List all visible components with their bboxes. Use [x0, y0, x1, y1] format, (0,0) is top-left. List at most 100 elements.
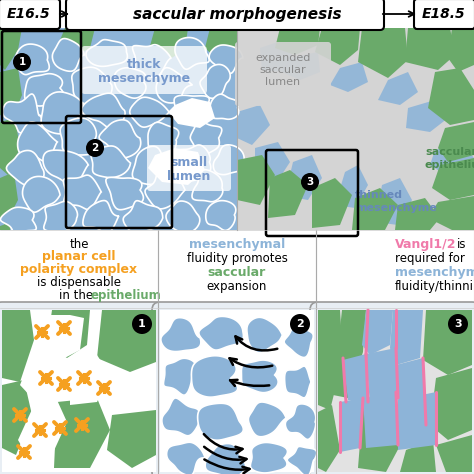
Polygon shape [358, 28, 408, 78]
Text: mesenchyme: mesenchyme [98, 72, 190, 84]
Polygon shape [316, 230, 474, 308]
Polygon shape [255, 142, 290, 185]
Polygon shape [237, 28, 474, 230]
Polygon shape [34, 315, 84, 362]
Polygon shape [358, 398, 403, 472]
Polygon shape [378, 72, 418, 105]
Polygon shape [145, 171, 185, 209]
Polygon shape [205, 28, 237, 62]
Polygon shape [148, 122, 179, 158]
Polygon shape [287, 447, 317, 474]
Polygon shape [198, 403, 243, 440]
Text: fluidity/thinning: fluidity/thinning [395, 280, 474, 293]
Polygon shape [448, 28, 474, 72]
Polygon shape [210, 94, 239, 119]
Text: in the: in the [59, 289, 93, 302]
Polygon shape [250, 442, 288, 473]
Text: mesenchyme: mesenchyme [355, 203, 437, 213]
Polygon shape [282, 52, 320, 80]
Text: the: the [69, 238, 89, 251]
Polygon shape [168, 98, 215, 128]
Polygon shape [200, 64, 230, 98]
Polygon shape [428, 68, 474, 125]
Polygon shape [0, 118, 20, 175]
Polygon shape [99, 120, 141, 158]
Polygon shape [398, 392, 436, 450]
Polygon shape [64, 175, 101, 210]
Polygon shape [114, 68, 146, 98]
Circle shape [448, 314, 468, 334]
Polygon shape [0, 28, 22, 70]
Polygon shape [366, 348, 398, 405]
Polygon shape [318, 310, 343, 410]
Polygon shape [363, 392, 398, 448]
Text: fluidity promotes: fluidity promotes [187, 252, 287, 265]
Polygon shape [395, 198, 440, 230]
Text: mesenchymal: mesenchymal [189, 238, 285, 251]
FancyBboxPatch shape [147, 145, 231, 191]
Polygon shape [362, 310, 393, 355]
Polygon shape [268, 170, 308, 218]
Polygon shape [0, 207, 36, 235]
FancyBboxPatch shape [81, 46, 207, 94]
Polygon shape [428, 196, 474, 230]
Polygon shape [7, 150, 44, 186]
Polygon shape [312, 178, 352, 228]
Text: 1: 1 [18, 57, 26, 67]
Polygon shape [3, 94, 43, 133]
Polygon shape [0, 230, 158, 308]
FancyBboxPatch shape [0, 0, 60, 29]
Polygon shape [209, 45, 243, 73]
Polygon shape [148, 148, 205, 185]
Text: 3: 3 [454, 319, 462, 329]
Polygon shape [423, 310, 472, 375]
Polygon shape [86, 40, 128, 66]
Polygon shape [330, 62, 368, 92]
Polygon shape [318, 310, 472, 472]
Polygon shape [284, 325, 313, 357]
Polygon shape [0, 0, 474, 28]
Text: is dispensable: is dispensable [37, 276, 121, 289]
Circle shape [86, 139, 104, 157]
Polygon shape [160, 310, 314, 472]
Polygon shape [335, 165, 368, 208]
Text: E16.5: E16.5 [7, 7, 51, 21]
Polygon shape [25, 73, 64, 106]
Polygon shape [333, 310, 366, 398]
Text: lumen: lumen [265, 77, 301, 87]
Polygon shape [0, 222, 12, 230]
Polygon shape [97, 310, 156, 372]
Text: 1: 1 [138, 319, 146, 329]
Polygon shape [130, 97, 169, 127]
Polygon shape [133, 45, 171, 77]
Text: planar cell: planar cell [42, 250, 116, 263]
Polygon shape [247, 317, 283, 353]
Text: required for: required for [395, 252, 465, 265]
Polygon shape [430, 368, 472, 440]
Polygon shape [436, 435, 472, 472]
Polygon shape [206, 201, 236, 230]
Polygon shape [400, 440, 436, 472]
Polygon shape [60, 118, 99, 155]
Text: epithelium: epithelium [425, 160, 474, 170]
Polygon shape [167, 442, 205, 474]
Polygon shape [199, 316, 244, 350]
Polygon shape [70, 355, 110, 405]
Text: thinned: thinned [355, 190, 403, 200]
Text: 2: 2 [91, 143, 99, 153]
Circle shape [301, 173, 319, 191]
Polygon shape [132, 146, 167, 184]
Polygon shape [162, 398, 201, 436]
Polygon shape [43, 150, 88, 185]
Text: thick: thick [127, 57, 161, 71]
Polygon shape [158, 230, 316, 308]
Polygon shape [430, 143, 474, 178]
Text: polarity complex: polarity complex [20, 263, 137, 276]
Polygon shape [0, 172, 18, 225]
Polygon shape [58, 28, 95, 58]
Polygon shape [18, 400, 67, 460]
FancyBboxPatch shape [310, 302, 474, 474]
Text: mesenchymal: mesenchymal [395, 266, 474, 279]
Polygon shape [2, 310, 156, 472]
Polygon shape [0, 68, 22, 120]
